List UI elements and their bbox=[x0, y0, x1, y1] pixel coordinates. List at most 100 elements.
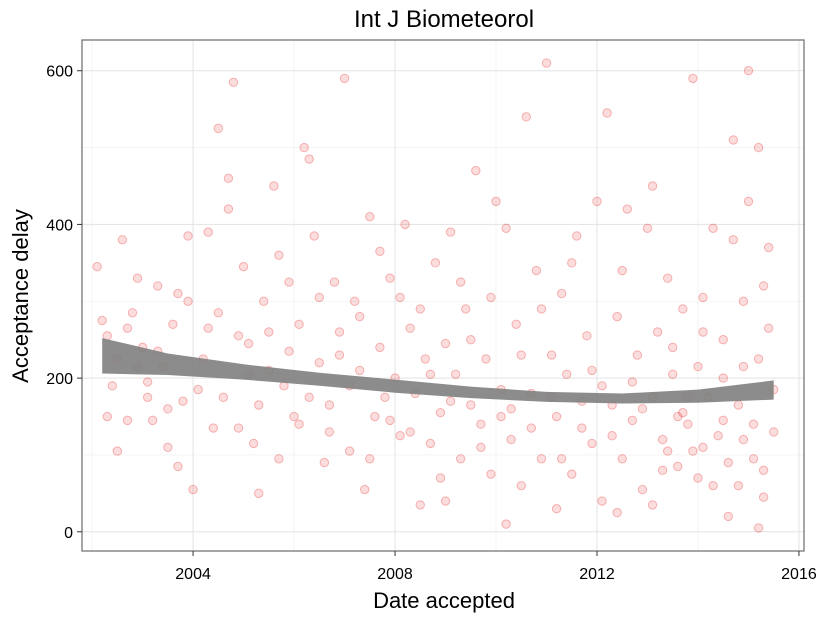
grid-lines bbox=[82, 40, 804, 551]
data-point bbox=[662, 273, 673, 283]
x-axis-label: Date accepted bbox=[373, 588, 515, 613]
data-point bbox=[375, 342, 385, 353]
data-point bbox=[324, 427, 335, 437]
data-point bbox=[400, 219, 410, 230]
data-point bbox=[637, 484, 648, 495]
data-point bbox=[420, 354, 431, 364]
data-point bbox=[657, 434, 668, 445]
data-point bbox=[637, 404, 648, 414]
data-point bbox=[415, 500, 425, 510]
data-point bbox=[587, 438, 597, 449]
data-point bbox=[314, 292, 325, 303]
data-point bbox=[107, 381, 117, 391]
data-point bbox=[758, 492, 769, 502]
data-point bbox=[567, 258, 577, 268]
data-point bbox=[743, 66, 754, 76]
data-point bbox=[461, 304, 471, 314]
data-point bbox=[455, 277, 466, 287]
data-point bbox=[617, 265, 627, 276]
data-point bbox=[450, 369, 461, 379]
data-point bbox=[622, 204, 632, 214]
data-point bbox=[728, 235, 739, 245]
data-point bbox=[657, 465, 668, 476]
x-tick-label: 2012 bbox=[579, 566, 615, 583]
data-point bbox=[395, 292, 405, 303]
data-point bbox=[516, 480, 526, 491]
data-point bbox=[122, 415, 133, 426]
y-tick-label: 600 bbox=[46, 64, 73, 81]
data-point bbox=[254, 400, 264, 410]
data-point bbox=[723, 511, 733, 522]
data-point bbox=[153, 281, 163, 291]
data-point bbox=[365, 454, 375, 464]
data-point bbox=[435, 473, 446, 483]
data-point bbox=[668, 342, 678, 353]
data-point bbox=[127, 308, 138, 318]
data-point bbox=[163, 404, 173, 414]
data-point bbox=[733, 480, 744, 491]
data-point bbox=[597, 381, 607, 391]
data-point bbox=[344, 446, 355, 456]
data-point bbox=[743, 196, 754, 207]
data-point bbox=[652, 327, 663, 337]
data-point bbox=[526, 423, 537, 433]
data-point bbox=[183, 296, 193, 306]
data-point bbox=[168, 319, 178, 330]
data-point bbox=[718, 373, 728, 383]
data-point bbox=[173, 461, 183, 472]
data-point bbox=[365, 212, 375, 222]
data-point bbox=[440, 338, 451, 349]
data-point bbox=[673, 461, 683, 472]
data-point bbox=[607, 431, 617, 441]
data-point bbox=[738, 296, 749, 306]
data-point bbox=[274, 250, 284, 260]
data-point bbox=[314, 358, 325, 368]
data-point bbox=[506, 434, 516, 445]
data-point bbox=[309, 231, 319, 241]
data-point bbox=[445, 396, 456, 406]
data-point bbox=[698, 327, 708, 337]
data-point bbox=[476, 419, 486, 429]
y-axis-label: Acceptance delay bbox=[8, 209, 33, 383]
data-point bbox=[329, 277, 340, 287]
data-point bbox=[486, 292, 496, 303]
data-point bbox=[521, 112, 532, 122]
data-point bbox=[405, 427, 415, 437]
x-tick-label: 2008 bbox=[377, 566, 413, 583]
data-point bbox=[678, 304, 688, 314]
x-tick-label: 2004 bbox=[175, 566, 211, 583]
data-point bbox=[561, 369, 572, 379]
data-point bbox=[233, 423, 244, 433]
data-point bbox=[713, 431, 723, 441]
data-point bbox=[163, 442, 173, 452]
data-point bbox=[698, 442, 708, 452]
smooth-band-group bbox=[102, 338, 774, 404]
data-point bbox=[375, 246, 385, 257]
data-point bbox=[334, 327, 345, 337]
data-point bbox=[97, 315, 107, 326]
data-point bbox=[440, 496, 451, 506]
data-point bbox=[632, 350, 643, 360]
data-point bbox=[425, 369, 436, 379]
data-point bbox=[738, 434, 749, 445]
data-point bbox=[425, 438, 436, 449]
data-point bbox=[360, 484, 370, 495]
data-point bbox=[370, 411, 380, 422]
data-point bbox=[476, 442, 486, 452]
data-point bbox=[723, 457, 733, 468]
y-tick-label: 200 bbox=[46, 371, 73, 388]
data-point bbox=[592, 196, 602, 207]
data-point bbox=[602, 108, 612, 118]
data-point bbox=[567, 469, 577, 479]
data-point bbox=[92, 261, 102, 272]
data-point bbox=[284, 277, 294, 287]
data-point bbox=[763, 323, 774, 333]
data-point bbox=[102, 411, 112, 422]
data-point bbox=[193, 384, 203, 395]
plot-panel bbox=[82, 40, 804, 551]
data-point bbox=[612, 507, 622, 518]
data-point bbox=[486, 469, 496, 479]
data-point bbox=[753, 142, 764, 153]
data-point bbox=[501, 223, 511, 233]
